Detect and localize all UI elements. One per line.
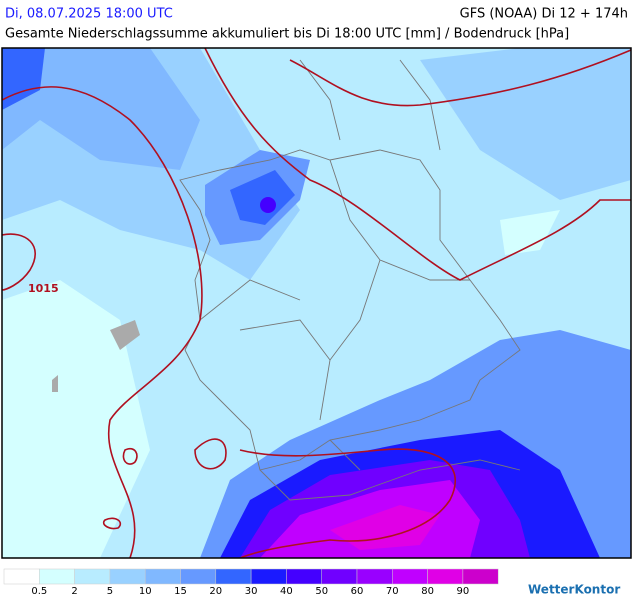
- legend-label: 15: [174, 586, 187, 597]
- legend-label: 80: [421, 586, 434, 597]
- legend-label: 5: [107, 586, 113, 597]
- legend-swatch: [39, 568, 75, 585]
- legend-swatch: [250, 568, 287, 585]
- map-datetime: Di, 08.07.2025 18:00 UTC: [5, 7, 173, 22]
- legend-label: 90: [457, 586, 470, 597]
- legend-label: 40: [280, 586, 293, 597]
- legend-swatch: [109, 568, 146, 585]
- legend-swatch: [144, 568, 181, 585]
- legend-swatch: [215, 568, 252, 585]
- isobar-label: 1015: [28, 282, 59, 295]
- legend-swatch: [74, 568, 111, 585]
- model-info: GFS (NOAA) Di 12 + 174h: [460, 7, 628, 22]
- legend-swatch: [392, 568, 428, 585]
- legend-label: 2: [71, 586, 77, 597]
- legend-swatch: [286, 568, 322, 585]
- legend-label: 70: [386, 586, 399, 597]
- map-subtitle: Gesamte Niederschlagssumme akkumuliert b…: [5, 27, 569, 42]
- legend-swatch: [180, 568, 217, 585]
- legend-swatch: [462, 568, 499, 585]
- legend-label: 30: [245, 586, 258, 597]
- legend-swatch: [321, 568, 358, 585]
- legend-label: 10: [139, 586, 152, 597]
- legend-label: 0.5: [31, 586, 47, 597]
- brand-logo: WetterKontor: [528, 583, 620, 597]
- map-area: 1015: [1, 47, 632, 559]
- legend-swatch: [3, 568, 40, 585]
- legend-label: 60: [351, 586, 364, 597]
- precipitation-legend: 0.5 2 5 10 15 20 30 40 50 60 70 80 90: [3, 568, 499, 597]
- legend-label: 50: [315, 586, 328, 597]
- legend-swatch: [427, 568, 464, 585]
- legend-label: 20: [209, 586, 222, 597]
- legend-swatch: [356, 568, 393, 585]
